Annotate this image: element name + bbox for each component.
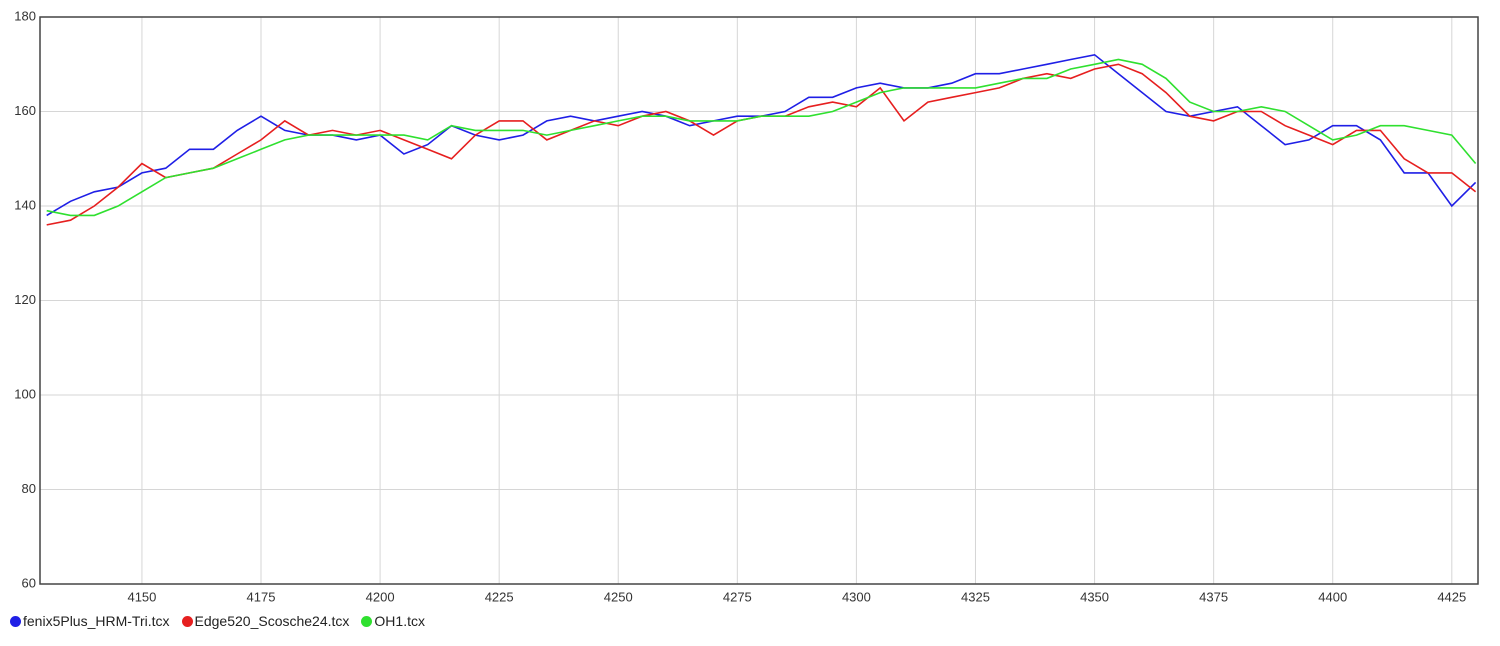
x-tick-label: 4425 <box>1437 589 1466 604</box>
plot-border <box>39 16 1479 585</box>
x-tick-label: 4150 <box>127 589 156 604</box>
x-tick-label: 4350 <box>1080 589 1109 604</box>
legend-item[interactable]: OH1.tcx <box>361 613 425 629</box>
legend-marker <box>181 616 193 627</box>
x-tick-label: 4375 <box>1199 589 1228 604</box>
x-tick-label: 4250 <box>604 589 633 604</box>
legend-label: Edge520_Scosche24.tcx <box>194 613 350 629</box>
x-tick-label: 4275 <box>723 589 752 604</box>
legend-label: fenix5Plus_HRM-Tri.tcx <box>23 613 170 629</box>
chart: 60 80 100 120 140 160 180 4150 4175 4200 4225 4250 4… <box>14 8 1479 604</box>
series-line <box>46 58 1477 217</box>
y-tick-label: 160 <box>14 103 36 118</box>
y-tick-label: 140 <box>14 197 36 212</box>
y-tick-label: 100 <box>14 386 36 401</box>
x-tick-label: 4325 <box>961 589 990 604</box>
y-tick-label: 80 <box>22 481 36 496</box>
x-tick-label: 4300 <box>842 589 871 604</box>
legend-marker <box>361 616 373 627</box>
legend-label: OH1.tcx <box>374 613 425 629</box>
legend: fenix5Plus_HRM-Tri.tcx Edge520_Scosche24.… <box>10 613 425 629</box>
y-tick-label: 180 <box>14 8 36 23</box>
x-tick-label: 4400 <box>1318 589 1347 604</box>
legend-marker <box>10 616 21 627</box>
y-tick-label: 120 <box>14 292 36 307</box>
x-tick-label: 4225 <box>485 589 514 604</box>
legend-item[interactable]: Edge520_Scosche24.tcx <box>181 613 350 629</box>
x-tick-label: 4175 <box>247 589 276 604</box>
y-tick-label: 60 <box>22 575 36 590</box>
x-tick-label: 4200 <box>366 589 395 604</box>
legend-item[interactable]: fenix5Plus_HRM-Tri.tcx <box>10 613 170 629</box>
